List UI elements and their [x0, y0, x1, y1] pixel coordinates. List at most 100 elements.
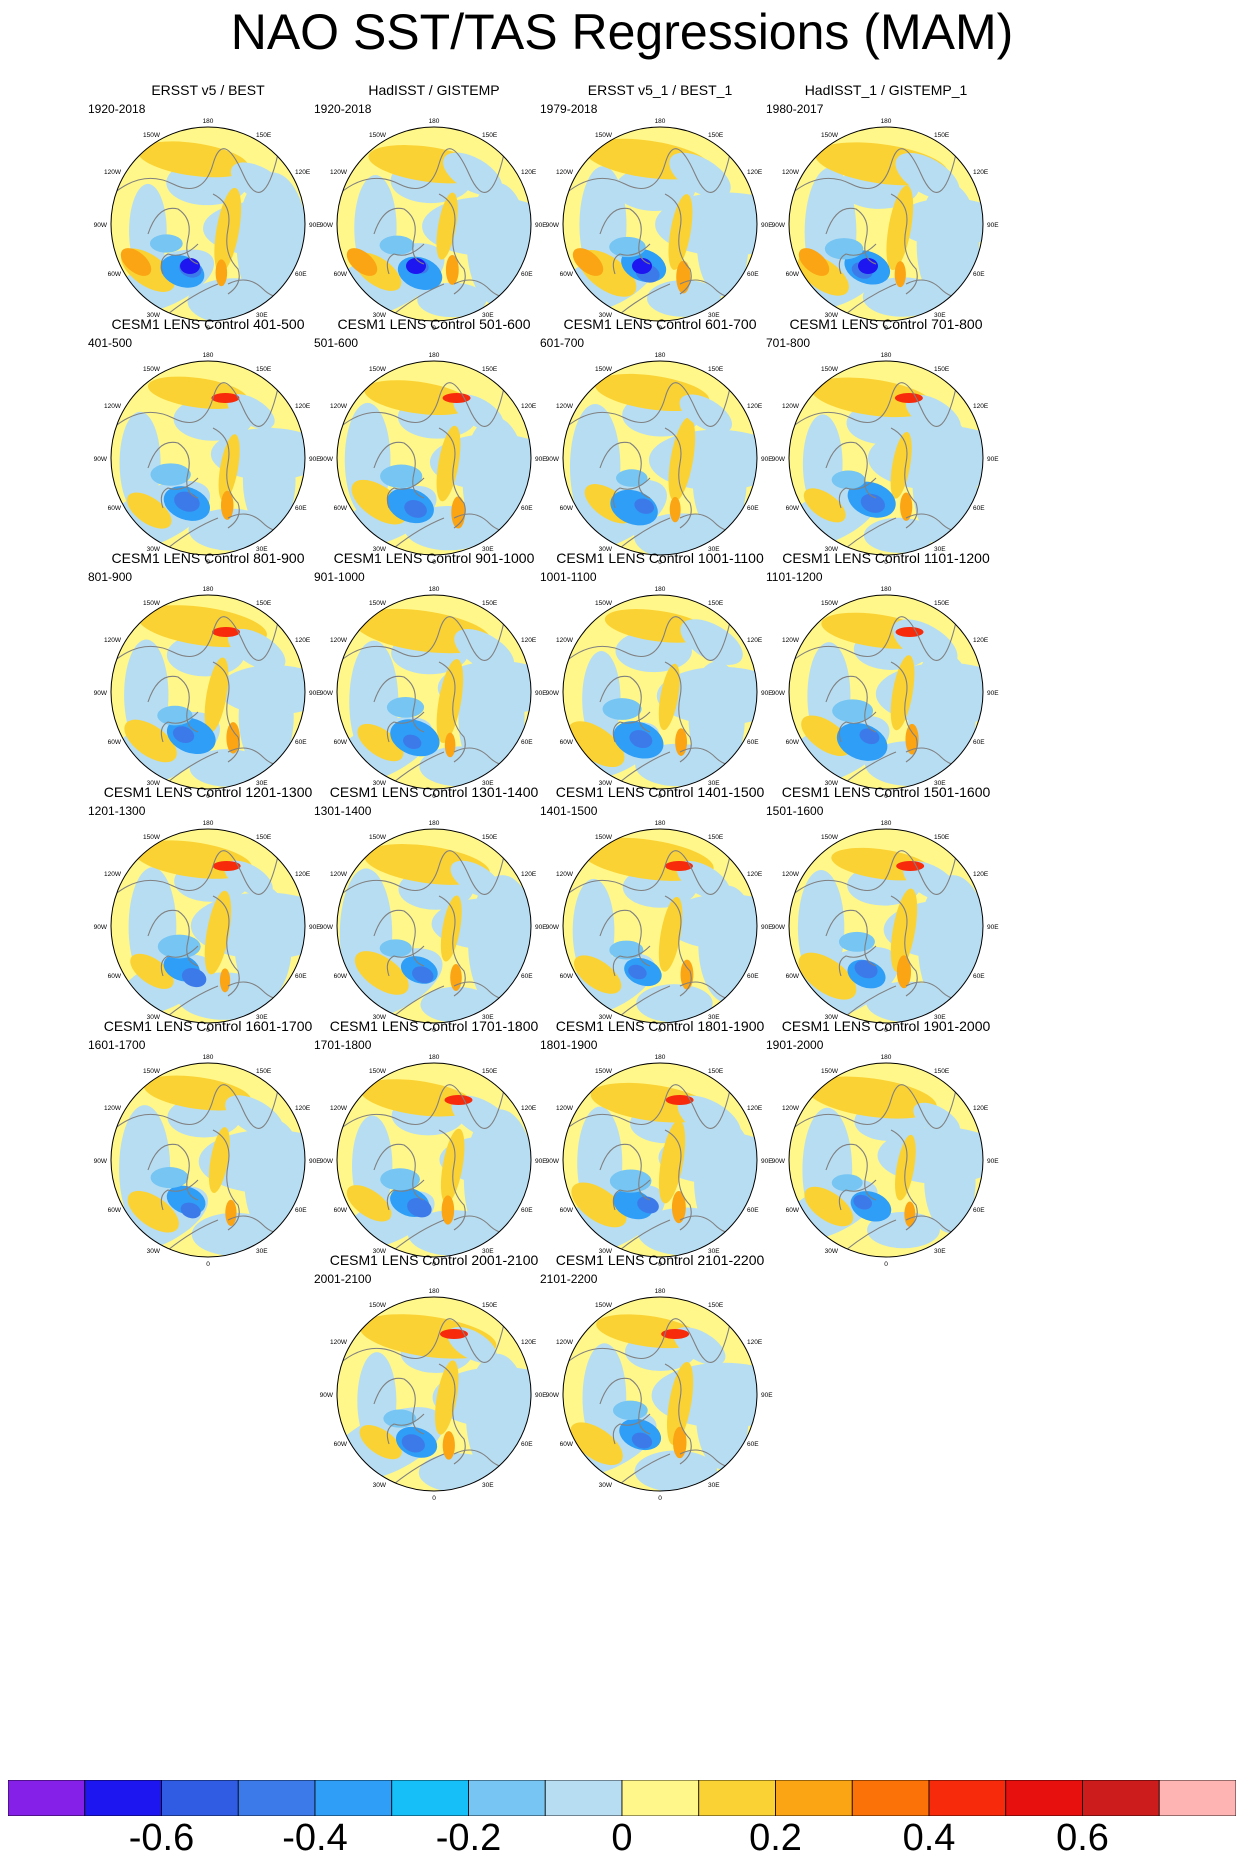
contour-patch — [602, 698, 642, 720]
contour-patch — [904, 1201, 916, 1228]
coastlines — [112, 1084, 304, 1251]
longitude-label: 90E — [309, 924, 321, 931]
contour-patch — [890, 655, 915, 731]
longitude-label: 60E — [295, 973, 307, 980]
contour-patch — [445, 254, 459, 285]
map-panel: CESM1 LENS Control 1001-1100 1001-1100 180… — [526, 550, 794, 812]
field-layer — [337, 595, 531, 789]
contour-patch — [634, 1450, 718, 1491]
longitude-label: 30W — [147, 546, 161, 553]
contour-patch — [696, 193, 749, 297]
contour-patch — [227, 394, 275, 429]
contour-patch — [238, 661, 294, 772]
coastline — [212, 661, 240, 763]
longitude-label: 0 — [658, 559, 662, 566]
contour-patch — [149, 234, 183, 253]
longitude-label: 120E — [295, 1105, 311, 1112]
contour-patch — [867, 1211, 940, 1249]
longitude-label: 150E — [934, 834, 950, 841]
coastline — [212, 427, 240, 529]
longitude-label: 180 — [203, 586, 214, 593]
coastline — [790, 148, 957, 195]
longitude-label: 180 — [655, 586, 666, 593]
map-panel: CESM1 LENS Control 1801-1900 1801-1900 180… — [526, 1018, 794, 1280]
polar-map: 180 150W 150E 120W 120E 90W 90E 60W 60E 30W 30E 0 — [320, 586, 548, 800]
polar-map: 180 150W 150E 120W 120E 90W 90E 60W 60E 30W 30E 0 — [772, 352, 1000, 566]
longitude-label: 120E — [295, 169, 311, 176]
polar-map: 180 150W 150E 120W 120E 90W 90E 60W 60E 30W 30E 0 — [94, 1054, 322, 1268]
longitude-label: 150E — [482, 1068, 498, 1075]
coastline — [599, 1377, 651, 1435]
coastline — [112, 616, 279, 663]
longitude-label: 180 — [881, 586, 892, 593]
coastline — [825, 675, 877, 733]
coastline — [160, 243, 199, 275]
map-boundary — [788, 1062, 984, 1258]
longitude-label: 180 — [429, 1054, 440, 1061]
coastline — [147, 675, 199, 733]
contour-patch — [157, 934, 201, 959]
longitude-label: 180 — [655, 118, 666, 125]
contour-patch — [696, 1364, 749, 1470]
contour-patch — [666, 1361, 694, 1445]
longitude-label: 150W — [595, 1302, 613, 1309]
coastline — [147, 1143, 199, 1201]
coastline — [564, 1318, 731, 1365]
longitude-label: 0 — [884, 325, 888, 332]
polar-map: 180 150W 150E 120W 120E 90W 90E 60W 60E 30W 30E 0 — [546, 118, 774, 332]
coastline — [890, 895, 918, 997]
contour-patch — [189, 749, 265, 787]
longitude-label: 120W — [104, 871, 122, 878]
longitude-label: 30E — [482, 312, 494, 319]
longitude-label: 90W — [546, 1158, 560, 1165]
longitude-label: 120W — [104, 637, 122, 644]
coastlines — [564, 850, 756, 1017]
map-panel: CESM1 LENS Control 1501-1600 1501-1600 180… — [752, 784, 1020, 1046]
longitude-label: 30W — [825, 1014, 839, 1021]
longitude-label: 60E — [521, 973, 533, 980]
longitude-label: 60E — [973, 271, 985, 278]
contour-patch — [174, 491, 200, 512]
coastline — [160, 945, 199, 977]
coastline — [564, 1084, 731, 1131]
longitude-label: 180 — [203, 820, 214, 827]
longitude-label: 120E — [747, 637, 763, 644]
longitude-label: 90W — [320, 1158, 334, 1165]
contour-patch — [798, 952, 857, 1000]
longitude-label: 60W — [108, 973, 122, 980]
longitude-label: 120W — [330, 871, 348, 878]
coastline — [373, 909, 425, 967]
field-layer — [337, 1297, 531, 1491]
longitude-label: 60E — [973, 505, 985, 512]
longitude-label: 30E — [256, 780, 268, 787]
longitude-label: 120E — [521, 169, 537, 176]
longitude-label: 120W — [330, 1105, 348, 1112]
coastline — [599, 441, 651, 499]
longitude-label: 120W — [556, 871, 574, 878]
longitude-label: 30E — [482, 1248, 494, 1255]
polar-map: 180 150W 150E 120W 120E 90W 90E 60W 60E 30W 30E 0 — [320, 118, 548, 332]
map-boundary — [110, 594, 306, 790]
longitude-label: 180 — [429, 118, 440, 125]
coastline — [393, 517, 445, 549]
contour-patch — [242, 427, 296, 533]
colorbar-swatch — [391, 1780, 469, 1816]
field-layer — [789, 829, 983, 1023]
contour-patch — [886, 185, 914, 271]
map-boundary — [110, 828, 306, 1024]
longitude-label: 0 — [884, 559, 888, 566]
contour-patch — [688, 661, 745, 775]
contour-patch — [658, 1120, 686, 1204]
contour-patch — [637, 1196, 659, 1214]
longitude-label: 30W — [825, 312, 839, 319]
longitude-label: 180 — [881, 1054, 892, 1061]
coastline — [438, 1363, 466, 1465]
longitude-label: 180 — [655, 1054, 666, 1061]
panel-title: CESM1 LENS Control 1301-1400 — [329, 784, 539, 800]
field-layer — [111, 361, 305, 555]
map-panel: CESM1 LENS Control 901-1000 901-1000 180 15… — [300, 550, 568, 812]
coastline — [790, 382, 957, 429]
panel-title: CESM1 LENS Control 1801-1900 — [555, 1018, 765, 1034]
longitude-label: 60W — [334, 271, 348, 278]
longitude-label: 30E — [482, 1014, 494, 1021]
